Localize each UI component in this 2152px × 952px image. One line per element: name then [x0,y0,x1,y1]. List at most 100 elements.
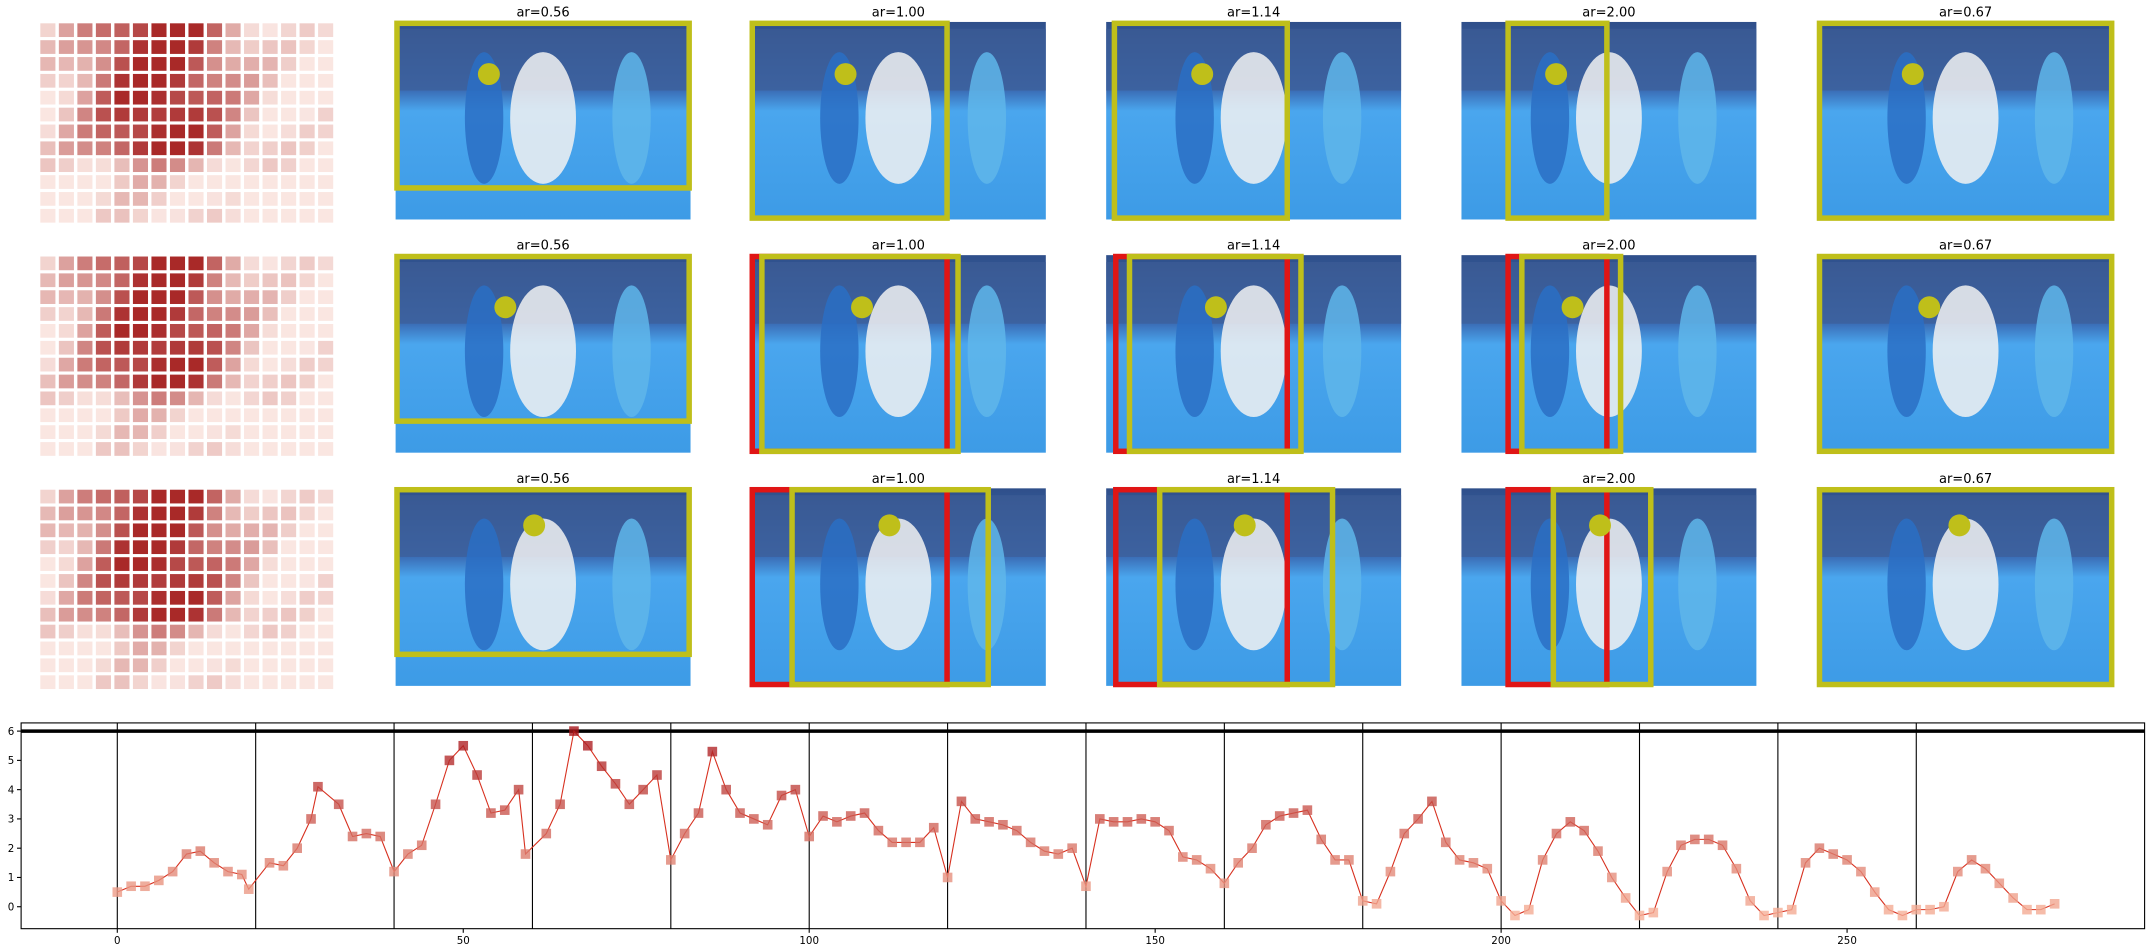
heat-cell [244,590,260,605]
marker [1496,896,1506,906]
heat-cell [244,658,260,673]
heat-cell [188,624,204,639]
heat-cell [40,408,56,423]
bbox [394,20,692,191]
heat-cell [262,408,278,423]
marker [347,831,358,842]
marker [1607,872,1617,883]
heat-cell [188,557,204,571]
heat-cell [77,290,93,304]
heat-cell [299,40,315,54]
heat-cell [132,340,149,355]
heat-cell [262,273,278,288]
marker [264,858,275,868]
heat-cell [188,374,204,389]
heat-cell [114,590,130,605]
y-tick-label: 0 [8,901,15,913]
heat-cell [188,57,204,71]
marker [901,837,911,848]
heat-cell [262,540,278,555]
marker [666,855,676,865]
heat-cell [225,658,241,673]
heat-cell [95,523,111,538]
heat-cell [299,256,315,271]
panel-title: ar=0.67 [1939,472,1992,487]
heat-cell [318,641,334,656]
heat-cell [58,208,74,223]
heat-cell [262,442,278,456]
heat-cell [244,208,260,223]
marker [1357,896,1368,906]
heat-cell [262,141,278,156]
panel-title: ar=1.00 [872,472,925,487]
heat-cell [281,340,297,355]
heat-cell [114,340,130,355]
heat-cell [206,607,223,622]
heat-cell [151,557,167,571]
heat-cell [114,540,130,555]
heat-cell [281,675,297,690]
heat-cell [206,590,223,605]
player [820,518,859,651]
marker [1814,843,1825,853]
heat-cell [299,442,315,456]
x-tick-label: 250 [1837,935,1857,947]
heat-cell [114,175,130,189]
heat-cell [244,324,260,338]
heat-cell [77,658,93,673]
heat-cell [299,607,315,622]
heat-cell [114,641,130,656]
heat-cell [95,506,111,521]
marker [1593,846,1603,856]
marker [624,799,635,810]
heat-cell [58,590,74,605]
heat-cell [169,658,186,673]
heat-cell [132,158,149,173]
marker [243,884,254,894]
marker [1565,817,1576,827]
heat-cell [244,23,260,38]
heat-cell [225,158,241,173]
heat-cell [299,192,315,206]
player [1932,285,1999,418]
heat-cell [206,23,223,38]
heat-cell [318,408,334,423]
heat-cell [318,442,334,456]
bbox [1519,253,1624,455]
heat-cell [58,40,74,54]
heat-cell [206,324,223,338]
player [967,52,1007,184]
heat-cell [262,340,278,355]
heat-cell [114,90,130,105]
panel-title: ar=1.00 [872,5,925,20]
heat-cell [188,675,204,690]
marker [679,828,690,839]
heat-cell [40,158,56,173]
player [612,518,651,651]
marker [444,755,455,766]
heat-cell [77,523,93,538]
marker [1773,907,1783,918]
heat-cell [206,90,223,105]
heat-cell [151,107,167,122]
player [865,518,932,651]
heat-cell [188,23,204,38]
heat-cell [95,273,111,288]
heat-cell [169,340,186,355]
heat-cell [262,256,278,271]
marker [126,881,136,892]
heat-cell [132,489,149,504]
heat-cell [206,641,223,656]
heat-cell [58,425,74,439]
heat-cell [40,73,56,88]
heat-cell [58,192,74,206]
marker [859,808,870,818]
center-dot [494,296,517,319]
heat-cell [318,107,334,122]
heat-cell [132,357,149,372]
heat-cell [299,425,315,439]
marker [1247,843,1257,853]
player [1220,285,1287,418]
heat-cell [40,57,56,71]
heat-cell [95,408,111,423]
